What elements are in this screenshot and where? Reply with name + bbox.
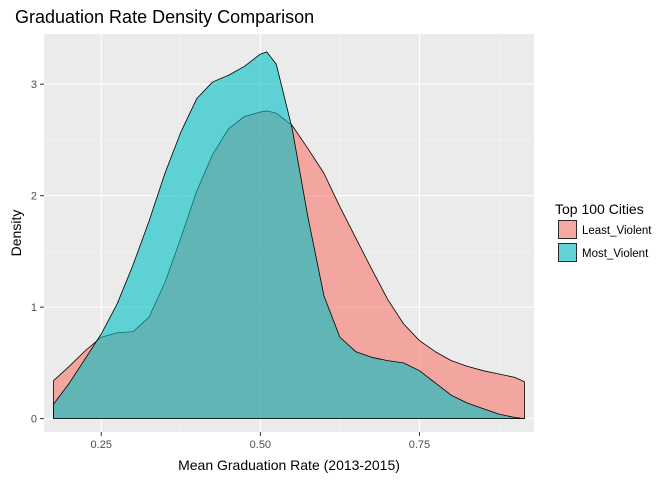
y-axis-ticks: 0 1 2 3 [31, 79, 44, 426]
chart-title: Graduation Rate Density Comparison [15, 7, 314, 27]
legend-label-least-violent: Least_Violent [582, 225, 652, 237]
legend-label-most-violent: Most_Violent [582, 248, 649, 260]
y-tick-label: 0 [31, 414, 37, 426]
x-tick-label: 0.75 [409, 439, 430, 451]
y-tick-label: 2 [31, 191, 37, 203]
y-tick-label: 1 [31, 302, 37, 314]
x-tick-label: 0.25 [91, 439, 112, 451]
x-axis-title: Mean Graduation Rate (2013-2015) [178, 457, 400, 473]
density-area-most-violent [53, 51, 525, 420]
legend-key-least-violent [558, 220, 577, 239]
legend-items: Least_Violent Most_Violent [558, 220, 652, 262]
x-axis-ticks: 0.25 0.50 0.75 [91, 432, 430, 451]
y-axis-title: Density [8, 210, 24, 257]
legend: Top 100 Cities Least_Violent Most_Violent [555, 201, 652, 262]
legend-title: Top 100 Cities [555, 201, 644, 217]
density-areas [53, 51, 525, 420]
legend-key-most-violent [558, 243, 577, 262]
x-tick-label: 0.50 [250, 439, 271, 451]
y-tick-label: 3 [31, 79, 37, 91]
